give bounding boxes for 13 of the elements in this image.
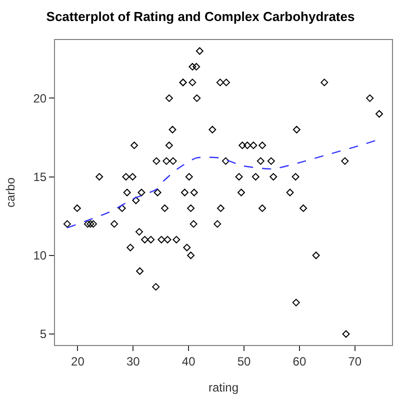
y-tick-label: 15 [33, 170, 47, 184]
y-tick-label: 5 [40, 327, 47, 342]
x-tick-label: 70 [348, 354, 362, 368]
x-axis-title: rating [208, 380, 239, 394]
x-tick-label: 40 [182, 354, 196, 368]
x-tick-label: 50 [237, 354, 252, 368]
x-tick-label: 60 [292, 354, 306, 368]
y-tick-label: 20 [33, 91, 47, 106]
y-tick-label: 10 [33, 248, 47, 263]
chart-title: Scatterplot of Rating and Complex Carbohydrates [46, 9, 355, 24]
y-axis-title: carbo [4, 177, 18, 208]
x-tick-label: 20 [71, 354, 85, 368]
x-tick-label: 30 [126, 354, 140, 368]
